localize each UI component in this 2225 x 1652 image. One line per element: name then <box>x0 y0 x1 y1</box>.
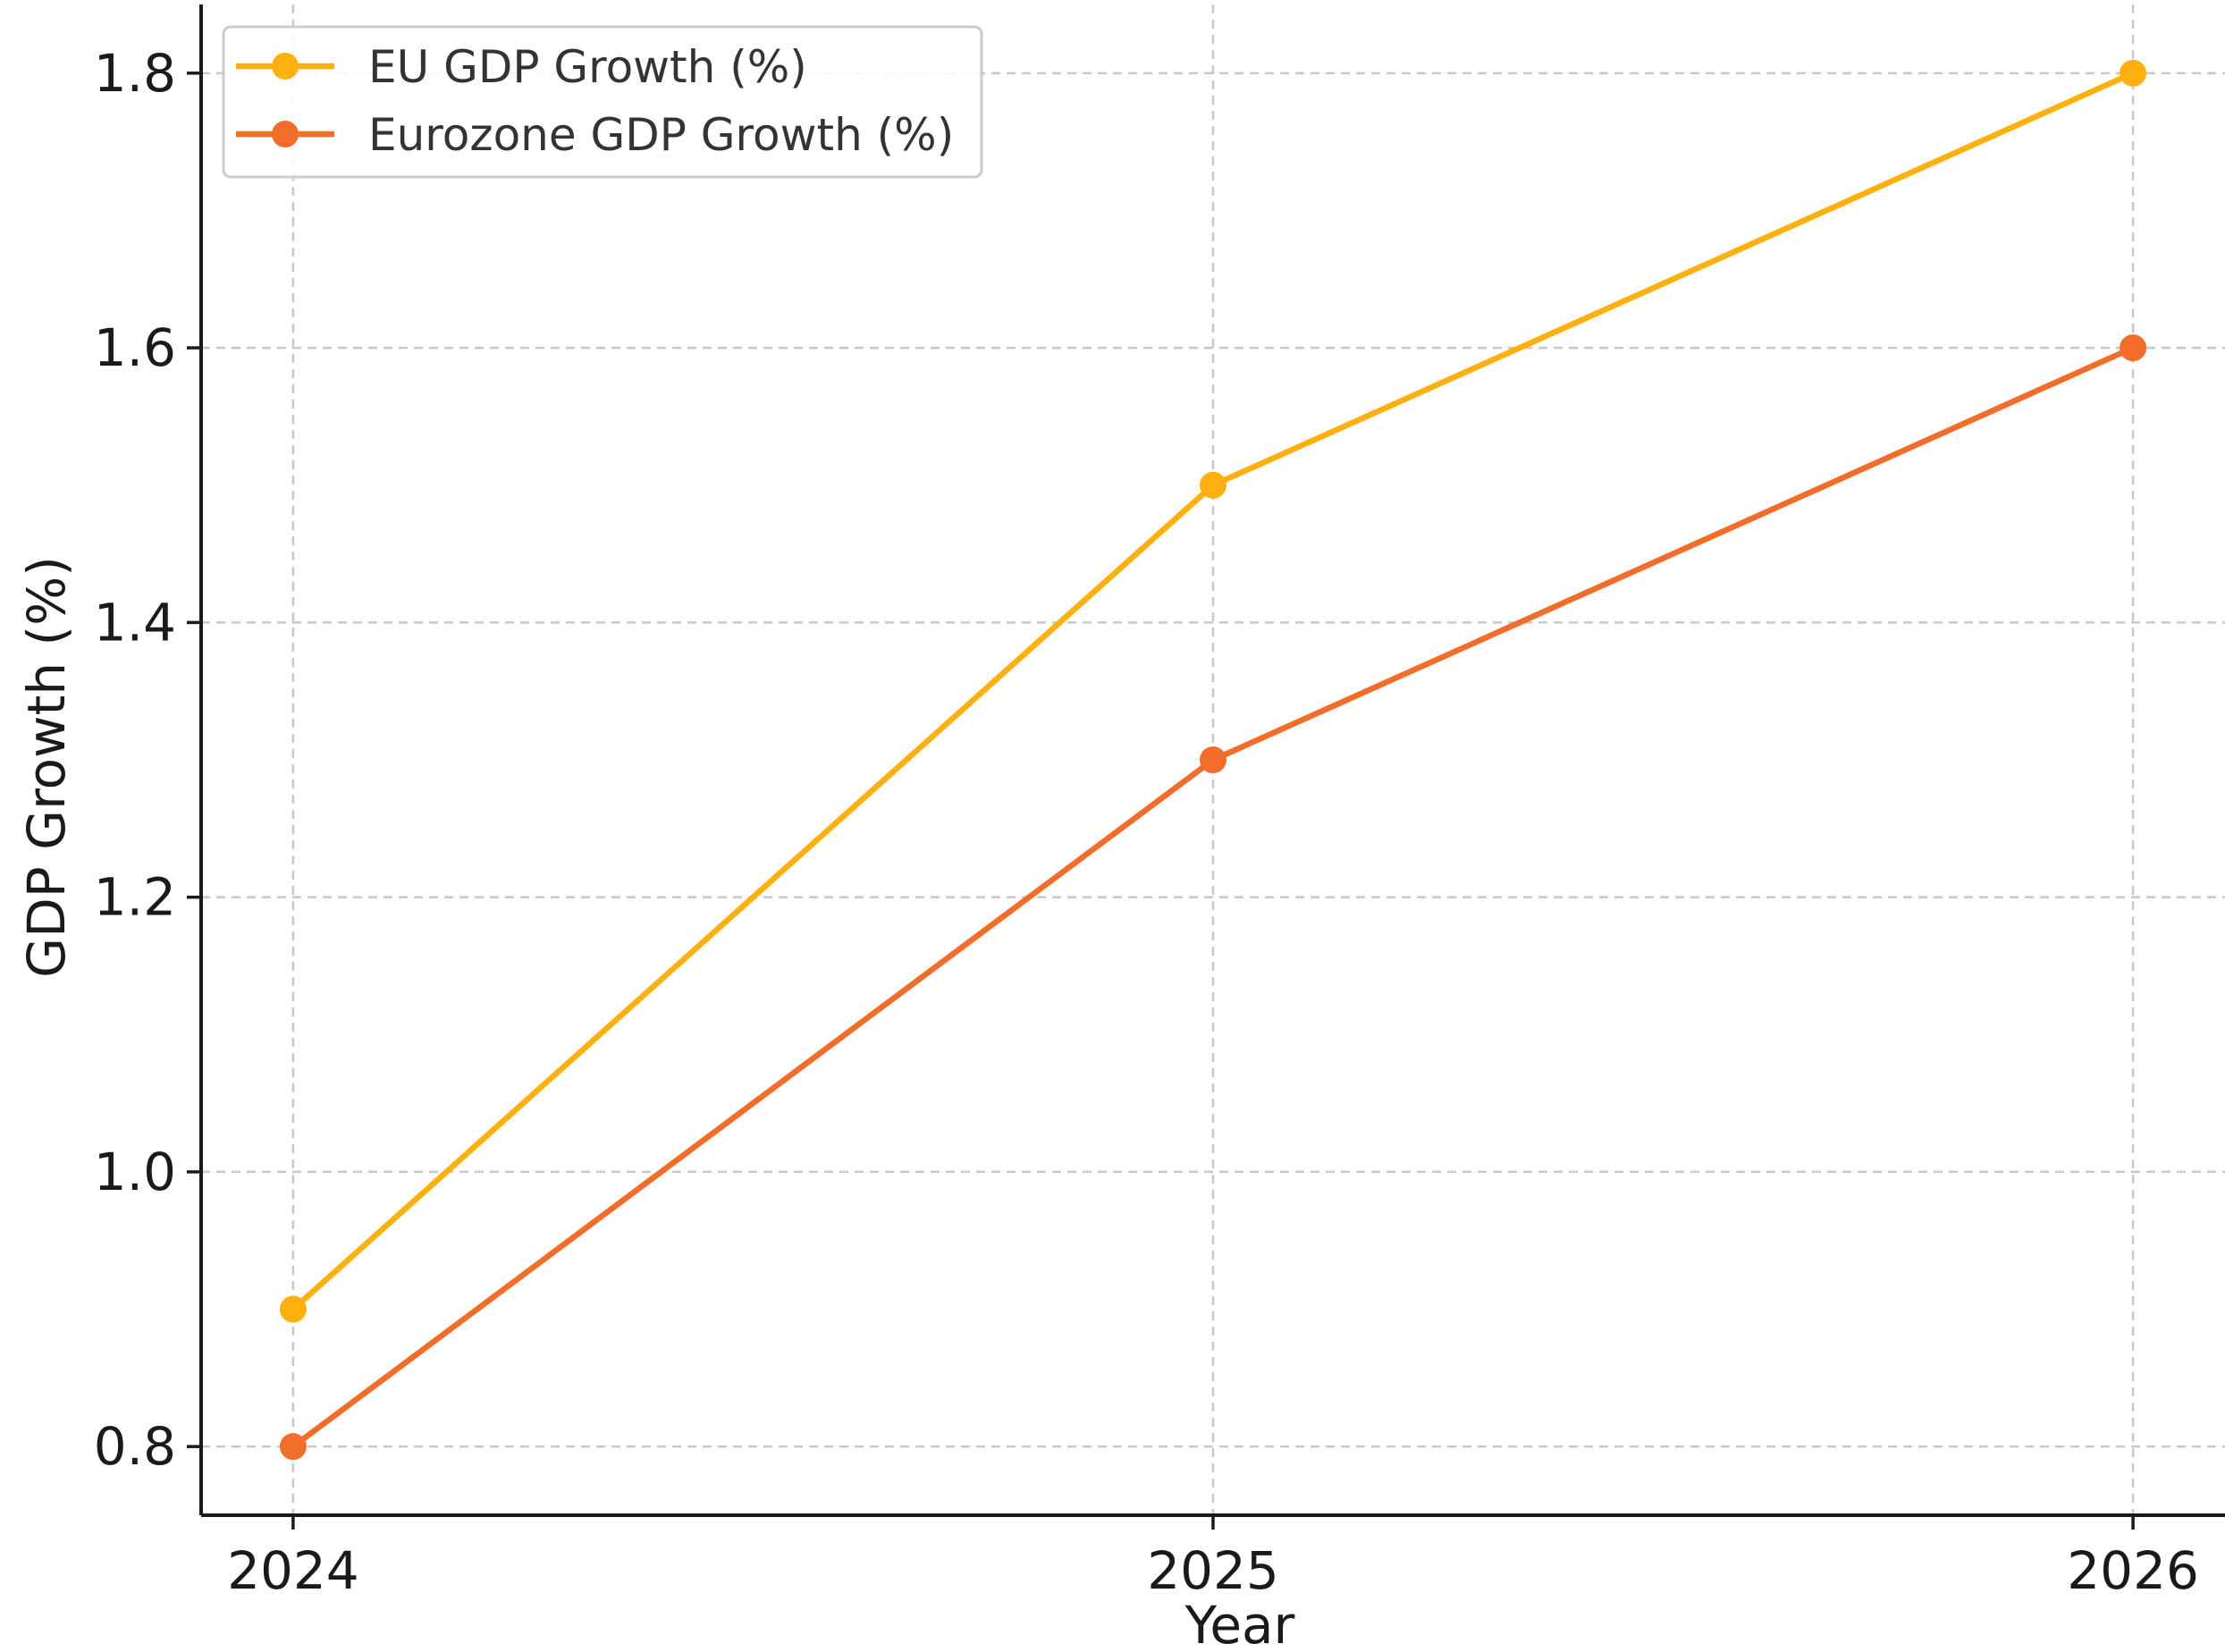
series-1 <box>279 59 2147 1323</box>
y-tick-label: 0.8 <box>94 1416 176 1477</box>
data-point <box>279 1295 307 1323</box>
data-point <box>2120 334 2147 362</box>
x-axis-title: Year <box>1184 1595 1295 1652</box>
legend-item: Eurozone GDP Growth (%) <box>236 109 954 161</box>
y-tick-label: 1.2 <box>94 867 176 928</box>
legend-item: EU GDP Growth (%) <box>236 41 807 93</box>
series-group <box>279 59 2147 1461</box>
x-tick-label: 2025 <box>1147 1540 1279 1601</box>
y-axis-title: GDP Growth (%) <box>16 556 77 978</box>
data-point <box>1200 746 1226 773</box>
legend-box <box>222 25 983 179</box>
y-tick-label: 1.4 <box>94 592 176 653</box>
legend: EU GDP Growth (%) Eurozone GDP Growth (%) <box>222 25 983 179</box>
legend-label: Eurozone GDP Growth (%) <box>368 109 954 161</box>
y-tick-label: 1.0 <box>94 1142 176 1202</box>
legend-marker <box>272 53 299 80</box>
data-point <box>279 1433 307 1461</box>
legend-label: EU GDP Growth (%) <box>368 41 807 93</box>
data-point <box>2120 59 2147 87</box>
x-tick-label: 2026 <box>2067 1540 2199 1601</box>
legend-marker <box>272 121 299 148</box>
y-tick-label: 1.6 <box>94 317 176 378</box>
data-point <box>1200 471 1226 499</box>
axis-spines <box>199 4 2225 1517</box>
y-tick-label: 1.8 <box>94 43 176 104</box>
axis-ticks: 2024 2025 2026 0.8 1.0 1.2 1.4 1.6 1.8 <box>94 43 2199 1601</box>
x-tick-label: 2024 <box>227 1540 359 1601</box>
series-2 <box>279 334 2147 1461</box>
